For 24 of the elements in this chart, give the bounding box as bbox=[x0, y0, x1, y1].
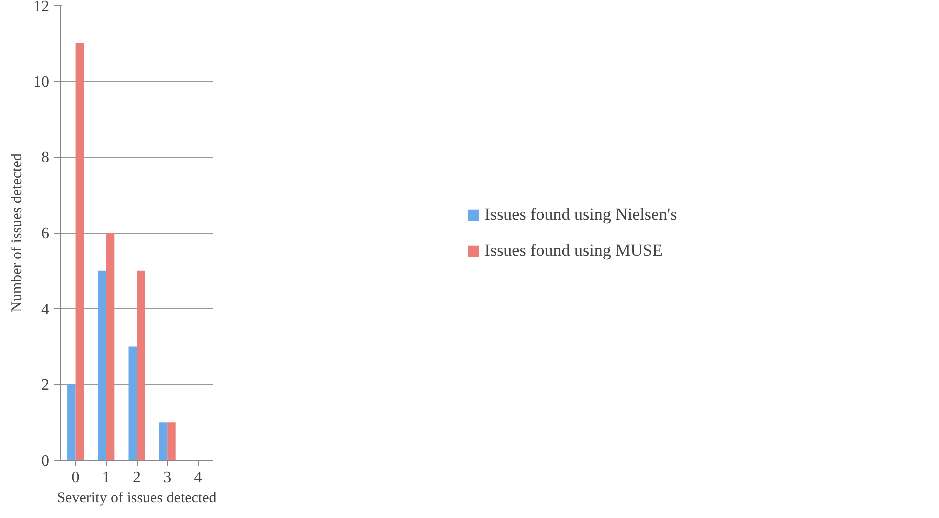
bar bbox=[159, 422, 168, 460]
x-tick-label: 0 bbox=[72, 470, 80, 486]
y-axis-title: Number of issues detected bbox=[10, 153, 26, 312]
bar bbox=[68, 384, 76, 460]
bar bbox=[98, 270, 106, 460]
x-tick-label: 2 bbox=[133, 470, 141, 486]
y-tick-label: 10 bbox=[34, 74, 50, 91]
y-tick-label: 0 bbox=[42, 453, 50, 470]
bar bbox=[128, 346, 137, 460]
y-tick-label: 6 bbox=[42, 226, 50, 242]
legend-label: Issues found using Nielsen's bbox=[484, 204, 678, 224]
bar bbox=[76, 43, 84, 460]
y-tick-label: 8 bbox=[42, 150, 50, 167]
x-axis-title: Severity of issues detected bbox=[57, 490, 218, 506]
x-tick-label: 3 bbox=[164, 470, 172, 486]
y-tick-label: 12 bbox=[34, 0, 50, 16]
legend-label: Issues found using MUSE bbox=[484, 240, 663, 260]
y-tick-label: 2 bbox=[42, 377, 50, 394]
y-tick-label: 4 bbox=[42, 301, 50, 318]
x-tick-label: 1 bbox=[102, 470, 110, 486]
bar bbox=[168, 422, 176, 460]
x-tick-label: 4 bbox=[194, 470, 202, 486]
bar bbox=[137, 270, 146, 460]
bar bbox=[106, 233, 115, 460]
